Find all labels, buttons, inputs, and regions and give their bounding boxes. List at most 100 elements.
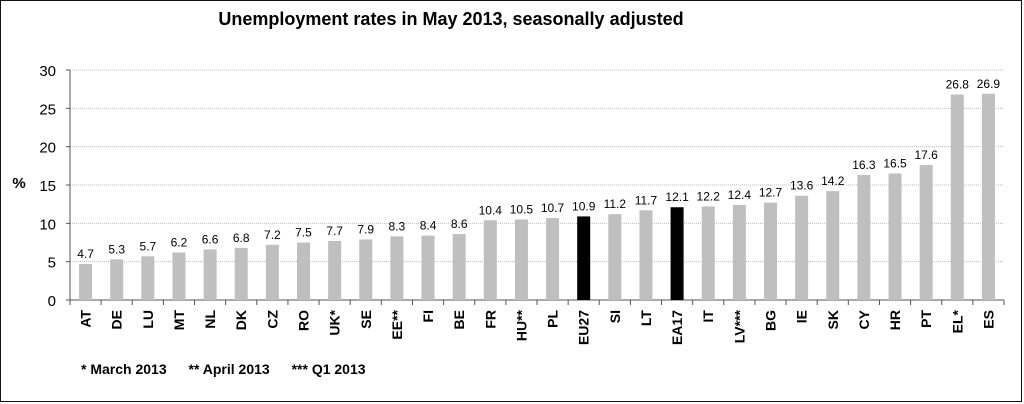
x-tick-label: AT — [78, 310, 94, 328]
data-label: 7.5 — [295, 226, 312, 240]
data-label: 17.6 — [914, 148, 938, 162]
x-tick-label: MT — [171, 310, 187, 331]
x-tick-label: EE** — [389, 309, 405, 339]
data-label: 11.7 — [635, 193, 658, 207]
data-label: 5.3 — [108, 242, 125, 256]
x-tick-label: SK — [825, 310, 841, 329]
footnote-april: ** April 2013 — [188, 361, 270, 377]
data-label: 12.4 — [728, 188, 752, 202]
y-tick-label: 30 — [39, 63, 56, 80]
bar-pt — [919, 165, 933, 300]
x-tick-label: EU27 — [576, 310, 592, 345]
x-tick-label: LT — [638, 310, 654, 327]
bar-ee — [390, 236, 404, 300]
data-label: 14.2 — [821, 174, 845, 188]
bar-uk — [328, 240, 342, 300]
x-tick-label: EA17 — [669, 310, 685, 345]
footnote-q1: *** Q1 2013 — [291, 361, 366, 377]
chart-title: Unemployment rates in May 2013, seasonal… — [218, 9, 684, 29]
data-label: 12.1 — [665, 190, 689, 204]
x-tick-label: NL — [202, 310, 218, 329]
data-label: 6.6 — [202, 232, 219, 246]
bar-ea17 — [670, 207, 684, 300]
x-tick-label: IT — [700, 310, 716, 323]
footnotes: * March 2013 ** April 2013 *** Q1 2013 — [81, 361, 384, 377]
y-tick-label: 5 — [48, 255, 56, 272]
x-tick-label: CZ — [264, 310, 280, 329]
data-label: 12.7 — [759, 186, 783, 200]
data-label: 8.6 — [451, 217, 468, 231]
data-label: 7.2 — [264, 228, 281, 242]
bar-ie — [795, 195, 809, 300]
bar-at — [79, 263, 93, 300]
bar-pl — [546, 217, 560, 300]
x-tick-label: SI — [607, 310, 623, 323]
bar-it — [701, 206, 715, 300]
x-tick-label: SE — [358, 310, 374, 329]
bar-cy — [857, 175, 871, 300]
bar-es — [981, 93, 995, 301]
x-tick-label: UK* — [327, 309, 343, 335]
x-tick-label: LU — [140, 310, 156, 329]
bar-hr — [888, 173, 902, 300]
data-label: 10.9 — [572, 199, 596, 213]
data-label: 6.2 — [171, 235, 188, 249]
x-tick-label: ES — [980, 310, 996, 329]
x-tick-label: DK — [233, 310, 249, 330]
bar-nl — [203, 249, 217, 300]
data-label: 4.7 — [77, 247, 94, 261]
x-tick-label: BE — [451, 310, 467, 329]
x-tick-label: HU** — [513, 309, 529, 341]
data-label: 10.4 — [479, 203, 503, 217]
data-label: 26.8 — [946, 78, 970, 92]
bar-lv — [732, 204, 746, 300]
y-tick-label: 0 — [48, 293, 56, 310]
footnote-march: * March 2013 — [81, 361, 167, 377]
x-tick-label: LV*** — [731, 309, 747, 343]
x-tick-label: BG — [763, 310, 779, 331]
bar-lu — [141, 256, 155, 300]
data-label: 26.9 — [977, 77, 1001, 91]
y-tick-label: 10 — [39, 216, 56, 233]
bar-bg — [764, 202, 777, 300]
bar-eu27 — [577, 216, 591, 300]
bar-de — [110, 259, 124, 300]
x-tick-label: IE — [794, 310, 810, 323]
y-axis-label: % — [12, 175, 25, 192]
y-tick-label: 20 — [39, 140, 56, 157]
bar-dk — [234, 247, 248, 300]
x-tick-label: DE — [109, 310, 125, 329]
bar-hu — [514, 219, 528, 300]
bar-ro — [297, 242, 310, 300]
x-tick-label: FI — [420, 310, 436, 322]
y-tick-label: 15 — [39, 178, 56, 195]
bar-fi — [421, 235, 435, 300]
data-label: 7.7 — [326, 224, 343, 238]
data-label: 8.3 — [389, 219, 406, 233]
bar-si — [608, 214, 622, 300]
data-label: 12.2 — [697, 189, 721, 203]
bar-fr — [483, 220, 497, 300]
bar-el — [950, 94, 964, 301]
bar-be — [452, 234, 466, 300]
x-tick-label: PL — [545, 310, 561, 328]
data-label: 10.5 — [510, 203, 534, 217]
bar-se — [359, 239, 373, 300]
data-label: 16.3 — [852, 158, 876, 172]
x-tick-label: HR — [887, 310, 903, 330]
x-tick-label: RO — [296, 310, 312, 331]
x-tick-label: FR — [482, 310, 498, 329]
x-tick-label: PT — [918, 310, 934, 328]
x-tick-label: EL* — [949, 309, 965, 333]
bar-cz — [265, 244, 279, 300]
data-label: 7.9 — [357, 222, 374, 236]
data-label: 6.8 — [233, 231, 250, 245]
bar-mt — [172, 252, 186, 300]
y-tick-label: 25 — [39, 101, 56, 118]
bar-lt — [639, 210, 653, 300]
data-label: 5.7 — [139, 239, 156, 253]
data-label: 10.7 — [541, 201, 565, 215]
bar-sk — [826, 191, 840, 300]
